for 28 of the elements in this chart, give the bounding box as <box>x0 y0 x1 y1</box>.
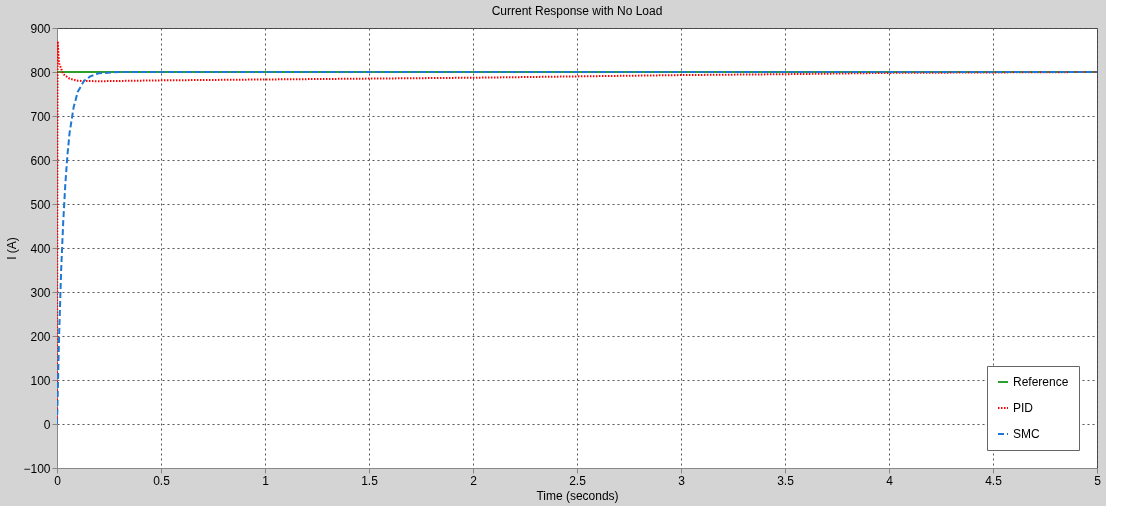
y-tick-label: 700 <box>30 109 51 124</box>
y-tick-label: −100 <box>23 461 51 476</box>
y-tick-label: 300 <box>30 285 51 300</box>
x-tick-label: 4.5 <box>985 473 1003 488</box>
y-tick-label: 100 <box>30 373 51 388</box>
x-tick-label: 2 <box>470 473 478 488</box>
y-tick-label: 200 <box>30 329 51 344</box>
x-tick-label: 0.5 <box>153 473 171 488</box>
y-tick-label: 900 <box>30 21 51 36</box>
y-tick-label: 800 <box>30 65 51 80</box>
x-tick-label: 1 <box>262 473 270 488</box>
y-tick-label: 500 <box>30 197 51 212</box>
legend-label: Reference <box>1013 375 1069 389</box>
x-axis-title: Time (seconds) <box>536 488 619 503</box>
x-tick-label: 3.5 <box>777 473 795 488</box>
y-tick-label: 600 <box>30 153 51 168</box>
x-tick-label: 5 <box>1094 473 1102 488</box>
y-tick-label: 0 <box>43 417 51 432</box>
chart-title: Current Response with No Load <box>491 4 663 18</box>
x-tick-label: 2.5 <box>569 473 587 488</box>
x-tick-label: 1.5 <box>361 473 379 488</box>
legend-label: SMC <box>1013 427 1040 441</box>
y-axis-title: I (A) <box>5 237 20 260</box>
legend-label: PID <box>1013 401 1034 415</box>
y-tick-label: 400 <box>30 241 51 256</box>
x-tick-label: 0 <box>54 473 62 488</box>
x-tick-label: 3 <box>678 473 686 488</box>
x-tick-label: 4 <box>886 473 894 488</box>
